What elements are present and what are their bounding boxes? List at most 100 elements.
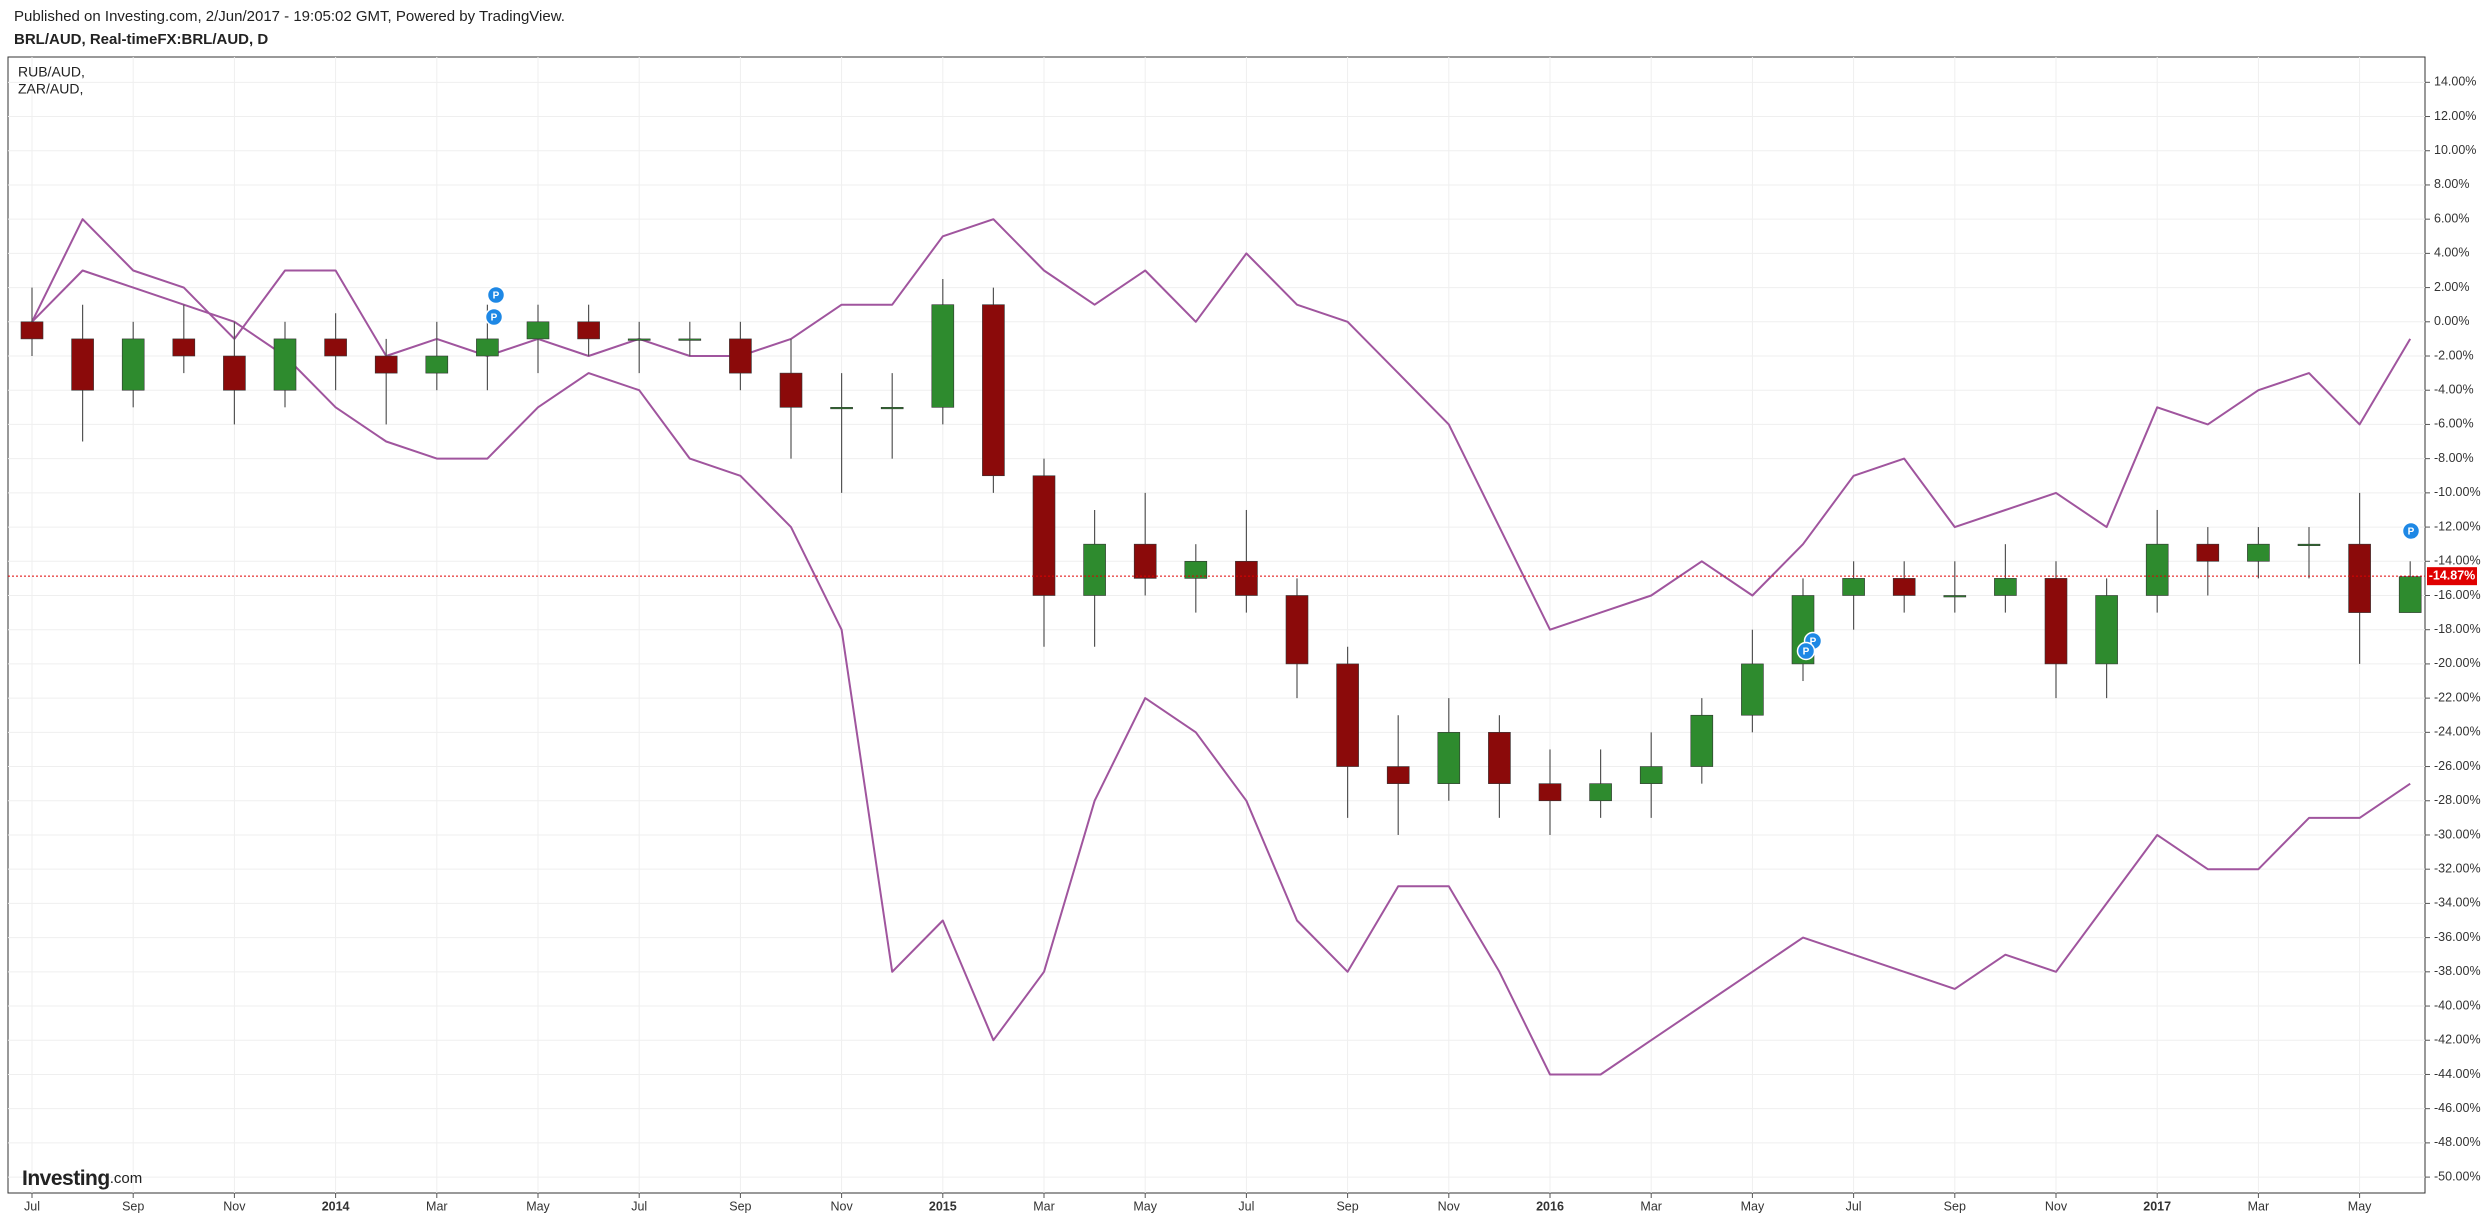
y-tick-label: 12.00% [2434, 109, 2476, 123]
candle-body [1842, 578, 1865, 596]
candle-body [880, 407, 904, 410]
event-marker-label: P [491, 313, 498, 324]
candle-body [2247, 543, 2270, 562]
candle-body [20, 321, 44, 340]
candle-body [2145, 543, 2169, 596]
candle-body [779, 372, 803, 408]
y-tick-label: 2.00% [2434, 280, 2469, 294]
candle-body [2297, 543, 2321, 546]
candle-body [1285, 595, 1309, 665]
candle-body [71, 338, 94, 391]
candle-body [1386, 766, 1410, 784]
y-tick-label: -14.00% [2434, 554, 2481, 568]
watermark: Investing.com [22, 1167, 142, 1190]
candle-body [2398, 576, 2422, 613]
candle-body [374, 355, 398, 374]
y-tick-label: -4.00% [2434, 383, 2474, 397]
y-tick-label: -6.00% [2434, 417, 2474, 431]
candle-body [1184, 560, 1208, 579]
candle-body [729, 338, 752, 374]
y-tick-label: -26.00% [2434, 759, 2481, 773]
y-tick-label: -50.00% [2434, 1169, 2481, 1183]
candle-body [2044, 578, 2068, 665]
x-tick-label: Mar [426, 1199, 448, 1213]
candle-body [2348, 543, 2371, 613]
candle-body [1437, 732, 1461, 784]
candle-body [678, 338, 702, 341]
y-tick-label: -12.00% [2434, 519, 2481, 533]
y-tick-label: 4.00% [2434, 246, 2469, 260]
candle-body [1235, 560, 1258, 596]
y-tick-label: -20.00% [2434, 656, 2481, 670]
candle-body [1083, 543, 1106, 596]
candle-body [425, 355, 449, 374]
x-tick-label: Nov [1438, 1199, 1461, 1213]
y-tick-label: 14.00% [2434, 75, 2476, 89]
x-tick-label: Sep [1336, 1199, 1358, 1213]
x-tick-label: May [526, 1199, 550, 1213]
last-price-label: -14.87% [2429, 568, 2476, 582]
candle-body [273, 338, 297, 391]
y-tick-label: -38.00% [2434, 964, 2481, 978]
candle-body [1639, 766, 1663, 784]
event-marker [486, 285, 506, 305]
y-tick-label: -22.00% [2434, 690, 2481, 704]
candle-body [1589, 783, 1612, 802]
candle-body [324, 338, 347, 357]
candle-body [1892, 578, 1916, 596]
candle-body [1690, 714, 1714, 767]
y-tick-label: -46.00% [2434, 1101, 2481, 1115]
x-tick-label: Jul [24, 1199, 40, 1213]
x-tick-label: Sep [122, 1199, 144, 1213]
legend-entry: ZAR/AUD, [18, 81, 83, 97]
candle-body [1032, 475, 1056, 596]
y-tick-label: -8.00% [2434, 451, 2474, 465]
candle-body [1994, 578, 2017, 596]
watermark-suffix: .com [110, 1170, 143, 1187]
x-tick-label: Nov [223, 1199, 246, 1213]
candle-body [1741, 663, 1764, 716]
x-tick-label: Jul [1846, 1199, 1862, 1213]
y-tick-label: -10.00% [2434, 485, 2481, 499]
y-tick-label: 6.00% [2434, 211, 2469, 225]
y-tick-label: -18.00% [2434, 622, 2481, 636]
y-tick-label: -16.00% [2434, 588, 2481, 602]
x-tick-label: Jul [631, 1199, 647, 1213]
candle-body [1133, 543, 1157, 579]
event-marker [484, 307, 504, 327]
y-tick-label: -48.00% [2434, 1135, 2481, 1149]
x-tick-label: Sep [1944, 1199, 1966, 1213]
candle-body [627, 338, 651, 341]
event-marker-label: P [2408, 527, 2415, 538]
x-tick-label: May [1741, 1199, 1765, 1213]
x-tick-label: Mar [2248, 1199, 2270, 1213]
candle-body [1538, 783, 1562, 802]
candle-body [476, 338, 499, 357]
candle-body [931, 304, 955, 408]
candle-body [1943, 595, 1967, 598]
plot-frame [7, 56, 2426, 1194]
candle-body [223, 355, 246, 391]
candle-body [2196, 543, 2220, 562]
y-tick-label: -36.00% [2434, 930, 2481, 944]
y-tick-label: -44.00% [2434, 1067, 2481, 1081]
x-tick-label: Nov [830, 1199, 853, 1213]
line-series [31, 218, 2412, 631]
x-tick-label: Mar [1640, 1199, 1662, 1213]
y-tick-label: -40.00% [2434, 998, 2481, 1012]
x-tick-label: Nov [2045, 1199, 2068, 1213]
candle-body [2095, 595, 2118, 665]
y-tick-label: -2.00% [2434, 348, 2474, 362]
x-tick-label: 2014 [322, 1199, 350, 1213]
header: Published on Investing.com, 2/Jun/2017 -… [14, 8, 565, 25]
line-series [31, 269, 2411, 1076]
y-tick-label: -32.00% [2434, 861, 2481, 875]
x-tick-label: 2015 [929, 1199, 957, 1213]
event-marker-label: P [1803, 647, 1810, 658]
x-tick-label: 2016 [1536, 1199, 1564, 1213]
last-price-box [2427, 567, 2477, 586]
y-tick-label: -24.00% [2434, 725, 2481, 739]
x-tick-label: Jul [1238, 1199, 1254, 1213]
